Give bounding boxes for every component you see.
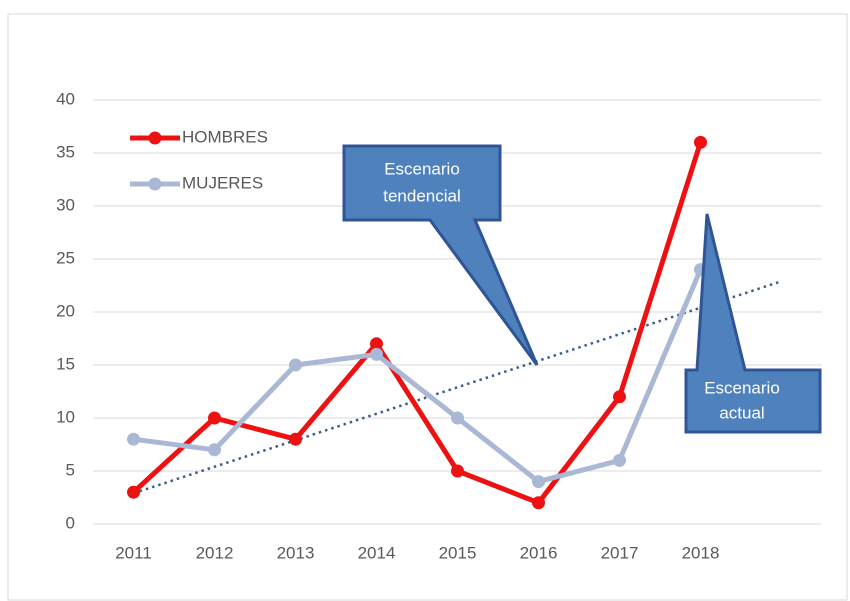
x-tick-label: 2018: [682, 543, 720, 562]
legend-label: MUJERES: [182, 173, 263, 192]
y-tick-label: 15: [56, 354, 75, 373]
x-tick-label: 2012: [196, 543, 234, 562]
data-point: [532, 475, 545, 489]
legend-marker: [148, 177, 162, 191]
x-tick-label: 2014: [358, 543, 396, 562]
x-tick-label: 2017: [601, 543, 639, 562]
y-tick-label: 20: [56, 301, 75, 320]
callout-text: Escenario: [704, 378, 780, 397]
data-point: [289, 432, 302, 446]
x-tick-label: 2013: [277, 543, 315, 562]
callout-trend: Escenario tendencial: [342, 144, 539, 366]
y-tick-label: 10: [56, 407, 75, 426]
data-point: [451, 464, 464, 478]
series-line: [131, 141, 703, 506]
legend-label: HOMBRES: [182, 127, 268, 146]
legend-marker: [148, 131, 162, 145]
y-tick-label: 5: [66, 460, 75, 479]
data-point: [208, 443, 221, 457]
y-tick-label: 30: [56, 195, 75, 214]
data-point: [208, 411, 221, 425]
callout-shape: [684, 213, 822, 434]
callout-text: Escenario: [384, 159, 460, 178]
plot-area: 0 5 10 15 20 25 30 35 40 2011 2012 2013 2014 2015 2016…: [56, 89, 822, 562]
data-point: [613, 453, 626, 467]
y-tick-label: 0: [66, 513, 75, 532]
data-point: [613, 390, 626, 404]
y-tick-label: 25: [56, 248, 75, 267]
x-tick-label: 2016: [520, 543, 558, 562]
data-point: [127, 432, 140, 446]
x-tick-label: 2015: [439, 543, 477, 562]
data-point: [532, 496, 545, 510]
callout-shape: [342, 144, 539, 366]
data-point: [289, 358, 302, 372]
x-tick-label: 2011: [115, 543, 152, 562]
y-tick-label: 35: [56, 142, 75, 161]
data-point: [451, 411, 464, 425]
y-tick-label: 40: [56, 89, 75, 108]
series-line: [133, 268, 703, 485]
callout-text: actual: [719, 403, 764, 422]
data-point: [127, 485, 140, 499]
data-point: [694, 135, 707, 149]
data-point: [370, 337, 383, 351]
data-point: [370, 347, 383, 361]
callout-text: tendencial: [383, 186, 461, 205]
callout-actual: Escenario actual: [684, 213, 822, 434]
